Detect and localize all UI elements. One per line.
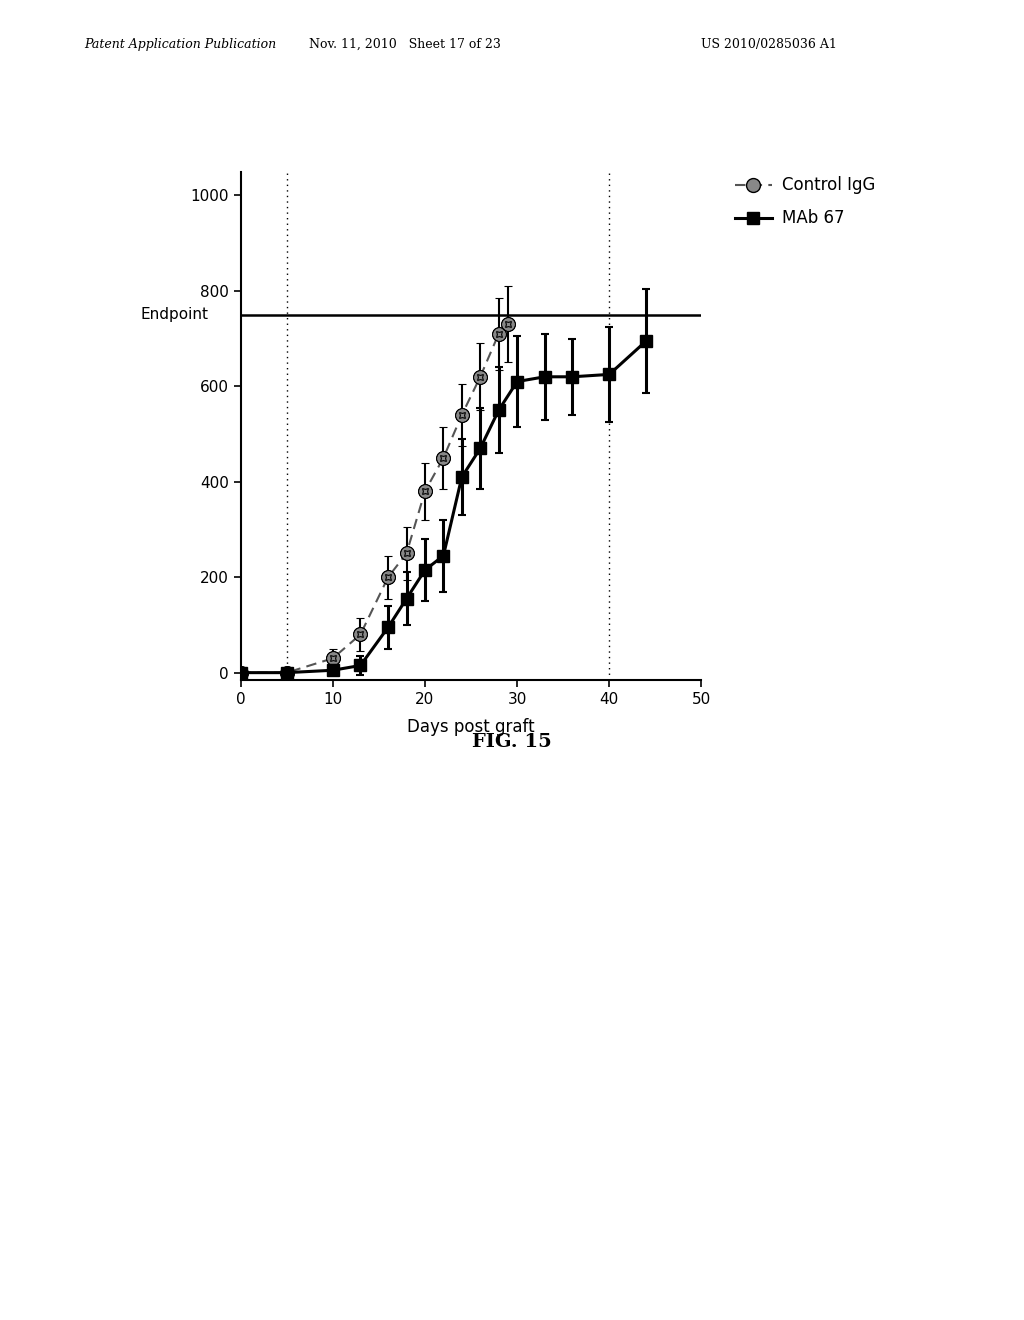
X-axis label: Days post graft: Days post graft bbox=[408, 718, 535, 735]
Text: Nov. 11, 2010   Sheet 17 of 23: Nov. 11, 2010 Sheet 17 of 23 bbox=[308, 37, 501, 50]
Text: US 2010/0285036 A1: US 2010/0285036 A1 bbox=[701, 37, 838, 50]
Text: Endpoint: Endpoint bbox=[140, 308, 209, 322]
Text: Patent Application Publication: Patent Application Publication bbox=[84, 37, 276, 50]
Text: FIG. 15: FIG. 15 bbox=[472, 733, 552, 751]
Legend: Control IgG, MAb 67: Control IgG, MAb 67 bbox=[728, 170, 882, 234]
